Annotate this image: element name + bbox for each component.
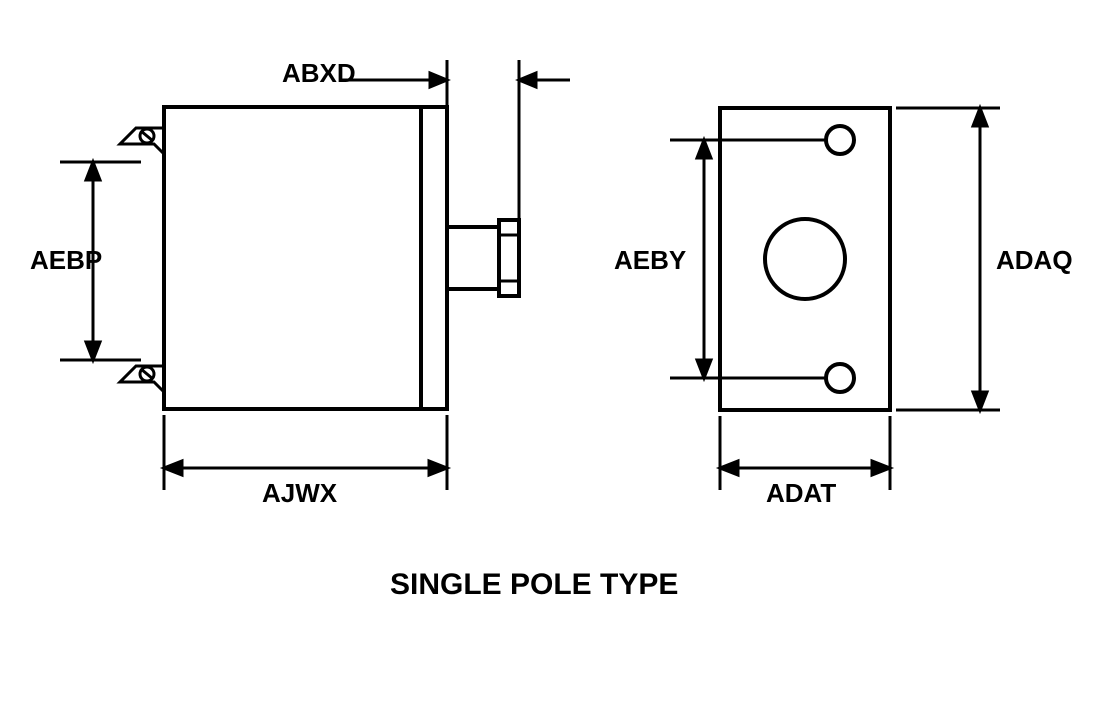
dim-abxd: [340, 60, 570, 220]
button-cap: [499, 220, 519, 296]
left-body: [164, 107, 421, 409]
left-plate: [421, 107, 447, 409]
diagram-title: SINGLE POLE TYPE: [390, 568, 678, 602]
label-aebp: AEBP: [30, 245, 102, 276]
bottom-terminal: [120, 366, 164, 392]
label-adat: ADAT: [766, 478, 836, 509]
label-ajwx: AJWX: [262, 478, 337, 509]
label-abxd: ABXD: [282, 58, 356, 89]
label-aeby: AEBY: [614, 245, 686, 276]
top-mounting-hole: [826, 126, 854, 154]
top-terminal: [120, 128, 164, 154]
label-adaq: ADAQ: [996, 245, 1073, 276]
center-hole: [765, 219, 845, 299]
dim-aeby: [670, 140, 826, 378]
right-plate: [720, 108, 890, 410]
dim-adaq: [896, 108, 1000, 410]
diagram-canvas: [0, 0, 1120, 716]
button-base: [447, 227, 499, 289]
bottom-mounting-hole: [826, 364, 854, 392]
